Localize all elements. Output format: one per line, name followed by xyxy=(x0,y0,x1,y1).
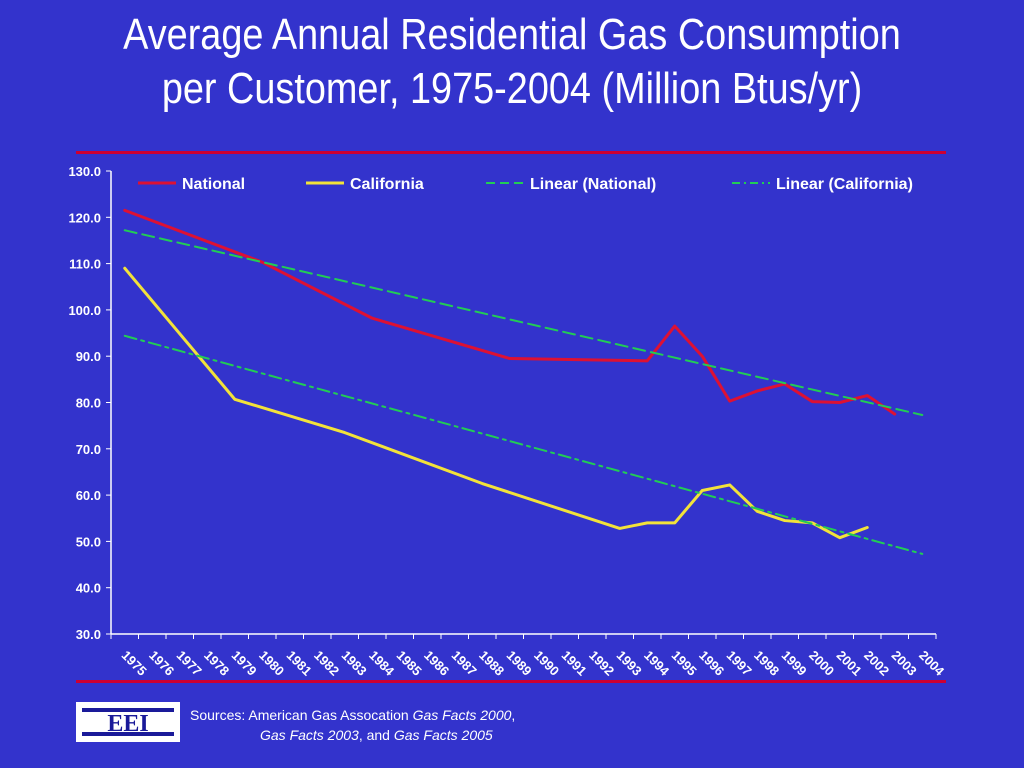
x-tick-label: 1999 xyxy=(779,648,810,679)
y-tick-label: 40.0 xyxy=(76,581,101,596)
x-tick-label: 1987 xyxy=(449,648,480,679)
x-tick-label: 1976 xyxy=(146,648,177,679)
x-tick-label: 1981 xyxy=(284,648,315,679)
x-tick-label: 1990 xyxy=(531,648,562,679)
series-line-national xyxy=(123,208,897,416)
y-tick-label: 110.0 xyxy=(69,257,101,272)
legend-label: National xyxy=(182,176,245,193)
x-tick-label: 2000 xyxy=(806,648,837,679)
x-tick-label: 2004 xyxy=(916,648,948,680)
x-tick-label: 1983 xyxy=(339,648,370,679)
source-gas-facts-2000: Gas Facts 2000 xyxy=(412,707,512,723)
x-tick-label: 1998 xyxy=(751,648,782,679)
legend-label: Linear (National) xyxy=(530,176,656,193)
chart-title: Average Annual Residential Gas Consumpti… xyxy=(72,8,953,116)
y-tick-label: 130.0 xyxy=(68,164,101,179)
chart-title-line-2: per Customer, 1975-2004 (Million Btus/yr… xyxy=(161,64,863,113)
x-tick-label: 1980 xyxy=(256,648,287,679)
x-tick-label: 1989 xyxy=(504,648,535,679)
sources-line-1: Sources: American Gas Assocation Gas Fac… xyxy=(190,705,515,725)
x-tick-label: 1988 xyxy=(476,648,507,679)
sources-separator-1: , xyxy=(511,707,516,723)
series-line-linear-national xyxy=(123,229,924,417)
chart-title-line-1: Average Annual Residential Gas Consumpti… xyxy=(123,10,901,59)
sources-prefix: Sources: American Gas Assocation xyxy=(190,707,413,723)
x-tick-label: 1991 xyxy=(559,648,590,679)
x-tick-label: 1985 xyxy=(394,648,425,679)
bottom-divider xyxy=(76,680,946,683)
eei-logo-mark: EEI xyxy=(82,708,174,737)
x-tick-label: 1977 xyxy=(174,648,205,679)
x-tick-label: 1997 xyxy=(724,648,755,679)
source-gas-facts-2005: Gas Facts 2005 xyxy=(393,727,493,743)
x-tick-label: 1978 xyxy=(201,648,232,679)
x-tick-label: 1996 xyxy=(696,648,727,679)
line-chart: 30.0 40.0 50.0 60.0 70.0 80.0 90.0 100.0 110.0 12… xyxy=(68,164,948,680)
legend-label: California xyxy=(350,176,424,193)
sources-separator-2: , and xyxy=(358,727,394,743)
x-tick-label: 2001 xyxy=(834,648,865,679)
y-tick-label: 80.0 xyxy=(76,396,101,411)
source-gas-facts-2003: Gas Facts 2003 xyxy=(260,727,359,743)
x-tick-label: 1994 xyxy=(641,648,673,680)
y-tick-label: 30.0 xyxy=(76,627,101,642)
y-tick-label: 70.0 xyxy=(76,442,101,457)
x-tick-label: 2002 xyxy=(861,648,892,679)
series-line-california xyxy=(123,266,869,540)
x-tick-label: 1979 xyxy=(229,648,260,679)
series-line-linear-california xyxy=(123,334,924,555)
eei-logo: EEI xyxy=(76,702,180,742)
legend-label: Linear (California) xyxy=(776,176,913,193)
y-tick-label: 100.0 xyxy=(68,303,101,318)
y-tick-label: 90.0 xyxy=(76,349,101,364)
x-tick-label: 1975 xyxy=(119,648,150,679)
x-tick-label: 1982 xyxy=(311,648,342,679)
top-divider xyxy=(76,151,946,154)
svg-text:EEI: EEI xyxy=(107,711,148,737)
sources-note: Sources: American Gas Assocation Gas Fac… xyxy=(190,705,515,745)
y-tick-label: 50.0 xyxy=(76,534,101,549)
sources-line-2: Gas Facts 2003, and Gas Facts 2005 xyxy=(190,725,515,745)
x-tick-label: 1995 xyxy=(669,648,700,679)
x-tick-label: 1992 xyxy=(586,648,617,679)
y-tick-label: 60.0 xyxy=(76,488,101,503)
x-tick-label: 1993 xyxy=(614,648,645,679)
x-tick-label: 1984 xyxy=(366,648,398,680)
y-tick-label: 120.0 xyxy=(68,210,101,225)
x-tick-label: 2003 xyxy=(889,648,920,679)
x-tick-label: 1986 xyxy=(421,648,452,679)
